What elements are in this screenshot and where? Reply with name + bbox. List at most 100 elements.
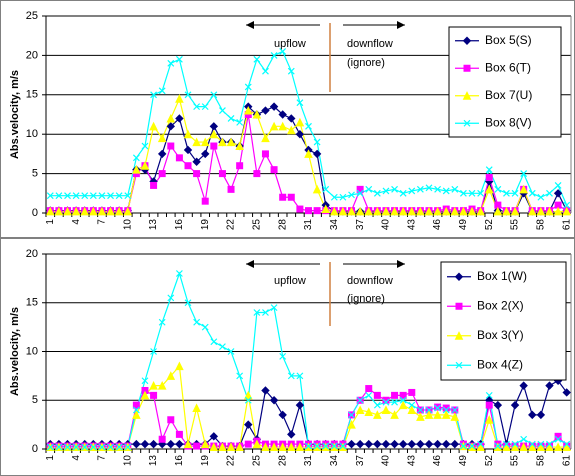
marker xyxy=(304,149,313,158)
marker xyxy=(201,323,209,331)
marker xyxy=(519,381,528,390)
marker xyxy=(545,442,554,452)
marker xyxy=(46,443,54,451)
y-tick-label: 25 xyxy=(26,10,38,22)
marker xyxy=(140,390,150,400)
marker xyxy=(433,439,442,449)
marker xyxy=(355,439,365,449)
marker xyxy=(441,439,451,449)
marker xyxy=(150,181,158,189)
marker xyxy=(141,377,149,385)
marker xyxy=(398,206,408,216)
x-tick-label: 7 xyxy=(97,219,108,225)
marker xyxy=(175,114,184,123)
marker xyxy=(296,99,304,107)
marker xyxy=(408,388,416,396)
marker xyxy=(503,440,510,448)
marker xyxy=(553,206,563,216)
marker xyxy=(355,206,365,216)
marker xyxy=(546,440,553,448)
marker xyxy=(455,361,463,369)
annotation-arrowhead xyxy=(397,260,405,268)
marker xyxy=(381,439,391,449)
x-tick-label: 52 xyxy=(484,219,495,231)
marker xyxy=(81,192,89,200)
marker xyxy=(494,185,502,193)
marker xyxy=(296,205,304,213)
marker xyxy=(537,440,545,448)
marker xyxy=(536,206,546,216)
marker xyxy=(166,371,176,380)
y-tick-label: 0 xyxy=(32,207,38,219)
marker xyxy=(72,443,80,451)
marker xyxy=(140,439,150,449)
marker xyxy=(278,442,287,452)
marker xyxy=(451,406,459,414)
marker xyxy=(175,430,183,438)
legend-label: Box 3(Y) xyxy=(477,328,524,342)
marker xyxy=(347,420,356,429)
marker xyxy=(261,386,270,395)
marker xyxy=(454,272,464,281)
marker xyxy=(399,396,407,404)
marker xyxy=(322,185,330,193)
y-tick-label: 10 xyxy=(26,345,38,357)
marker xyxy=(391,185,398,193)
marker xyxy=(434,403,442,411)
x-tick-label: 58 xyxy=(536,219,547,231)
marker xyxy=(132,406,140,414)
marker xyxy=(226,442,236,452)
marker xyxy=(158,170,166,178)
marker xyxy=(278,110,287,119)
marker xyxy=(528,410,537,420)
marker xyxy=(519,442,528,452)
marker xyxy=(450,412,460,421)
marker xyxy=(520,170,528,178)
marker xyxy=(313,207,321,215)
marker xyxy=(408,401,416,409)
marker xyxy=(279,48,287,55)
marker xyxy=(433,410,442,419)
marker xyxy=(382,187,390,195)
marker xyxy=(348,411,355,419)
legend-label: Box 4(Z) xyxy=(477,357,523,371)
marker xyxy=(270,51,278,59)
annotation-arrowhead xyxy=(397,21,405,29)
marker xyxy=(158,435,166,443)
marker xyxy=(54,206,64,216)
marker xyxy=(477,189,485,197)
marker xyxy=(201,149,210,159)
marker xyxy=(382,396,390,404)
marker xyxy=(434,404,442,412)
marker xyxy=(149,439,158,449)
marker xyxy=(305,207,312,215)
marker xyxy=(330,442,338,450)
marker xyxy=(407,405,417,414)
marker xyxy=(219,343,226,351)
marker xyxy=(365,391,373,399)
marker xyxy=(462,91,472,100)
marker xyxy=(279,352,287,360)
marker xyxy=(295,442,305,452)
x-tick-label: 16 xyxy=(174,455,185,467)
marker xyxy=(399,189,407,197)
y-axis-label: Abs.velocity, m/s xyxy=(9,307,21,396)
y-tick-label: 10 xyxy=(26,128,38,140)
marker xyxy=(158,318,166,326)
marker xyxy=(261,106,270,115)
marker xyxy=(553,189,563,198)
marker xyxy=(149,381,158,390)
marker xyxy=(236,162,244,170)
marker xyxy=(459,442,467,450)
marker xyxy=(296,372,304,380)
annotation-arrowhead xyxy=(246,260,254,268)
marker xyxy=(313,442,321,450)
marker xyxy=(184,162,192,170)
marker xyxy=(536,410,546,420)
marker xyxy=(124,443,132,451)
marker xyxy=(89,443,97,451)
x-tick-label: 1 xyxy=(45,219,56,225)
marker xyxy=(416,185,424,193)
x-tick-label: 22 xyxy=(226,455,237,467)
marker xyxy=(175,94,184,103)
